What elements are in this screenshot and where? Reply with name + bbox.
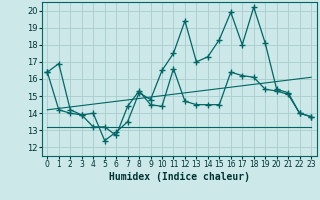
X-axis label: Humidex (Indice chaleur): Humidex (Indice chaleur) [109,172,250,182]
